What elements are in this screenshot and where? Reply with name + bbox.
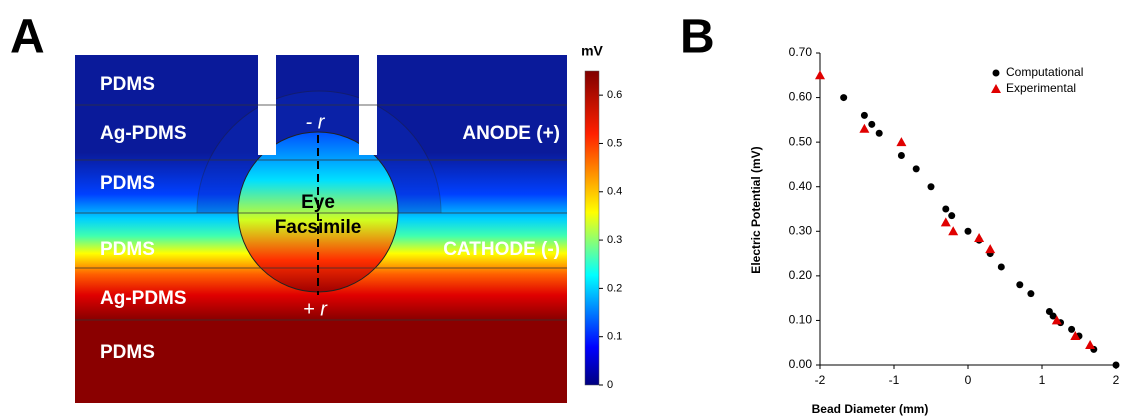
cathode-label: CATHODE (-) <box>443 239 560 260</box>
region-label: Ag-PDMS <box>100 123 187 144</box>
region-label: PDMS <box>100 74 155 95</box>
y-tick-label: 0.70 <box>789 45 813 59</box>
region-label: Ag-PDMS <box>100 288 187 309</box>
legend-marker <box>992 69 1000 77</box>
point <box>1112 361 1120 369</box>
colorbar-tick-label: 0.5 <box>607 137 622 149</box>
colorbar <box>584 70 600 386</box>
point <box>1068 325 1076 333</box>
y-tick-label: 0.30 <box>789 223 813 237</box>
layer-lines <box>75 104 567 321</box>
point <box>1049 312 1057 320</box>
colorbar-tick-label: 0 <box>607 379 613 391</box>
x-tick-label: 2 <box>1113 373 1120 387</box>
x-tick-label: -1 <box>889 373 900 387</box>
y-tick-label: 0.50 <box>789 134 813 148</box>
point <box>875 129 883 137</box>
eye-label: Eye <box>301 192 335 213</box>
colorbar-unit: mV <box>581 43 603 59</box>
point <box>1027 290 1035 298</box>
region-label: PDMS <box>100 239 155 260</box>
x-tick-label: 0 <box>965 373 972 387</box>
simulation <box>75 55 567 403</box>
region-label: PDMS <box>100 173 155 194</box>
eye-label: Facsimile <box>275 217 362 238</box>
y-axis-title: Electric Potential (mV) <box>749 146 763 273</box>
colorbar-tick-label: 0.6 <box>607 89 622 101</box>
colorbar-tick-label: 0.3 <box>607 234 622 246</box>
x-axis-title: Bead Diameter (mm) <box>812 402 929 416</box>
y-tick-label: 0.40 <box>789 179 813 193</box>
legend-label: Computational <box>1006 65 1083 79</box>
panel-label: B <box>680 11 715 64</box>
point <box>948 226 959 236</box>
point <box>948 212 956 220</box>
y-tick-label: 0.10 <box>789 313 813 327</box>
colorbar-tick-label: 0.2 <box>607 282 622 294</box>
anode-label: ANODE (+) <box>462 123 560 144</box>
legend-marker <box>991 84 1001 93</box>
point <box>1085 339 1096 349</box>
point <box>1070 331 1081 341</box>
point <box>974 232 985 242</box>
colorbar-tick-label: 0.4 <box>607 186 622 198</box>
minus-r: - r <box>306 111 326 133</box>
point <box>815 70 825 80</box>
point <box>859 123 870 133</box>
region-label: PDMS <box>100 342 155 363</box>
point <box>1051 315 1062 325</box>
point <box>997 263 1005 271</box>
y-tick-label: 0.00 <box>789 357 813 371</box>
point <box>940 217 951 227</box>
point <box>896 137 907 147</box>
x-tick-label: -2 <box>815 373 826 387</box>
panel-label: A <box>10 11 45 64</box>
plus-r: + r <box>303 298 328 320</box>
point <box>897 152 905 160</box>
y-tick-label: 0.20 <box>789 268 813 282</box>
point <box>840 94 848 102</box>
x-tick-label: 1 <box>1039 373 1046 387</box>
point <box>912 165 920 173</box>
point <box>868 120 876 128</box>
point <box>860 111 868 119</box>
point <box>927 183 935 191</box>
point <box>964 227 972 235</box>
legend-label: Experimental <box>1006 81 1076 95</box>
colorbar-tick-label: 0.1 <box>607 331 622 343</box>
point <box>1016 281 1024 289</box>
point <box>985 244 996 254</box>
y-tick-label: 0.60 <box>789 90 813 104</box>
point <box>942 205 950 213</box>
